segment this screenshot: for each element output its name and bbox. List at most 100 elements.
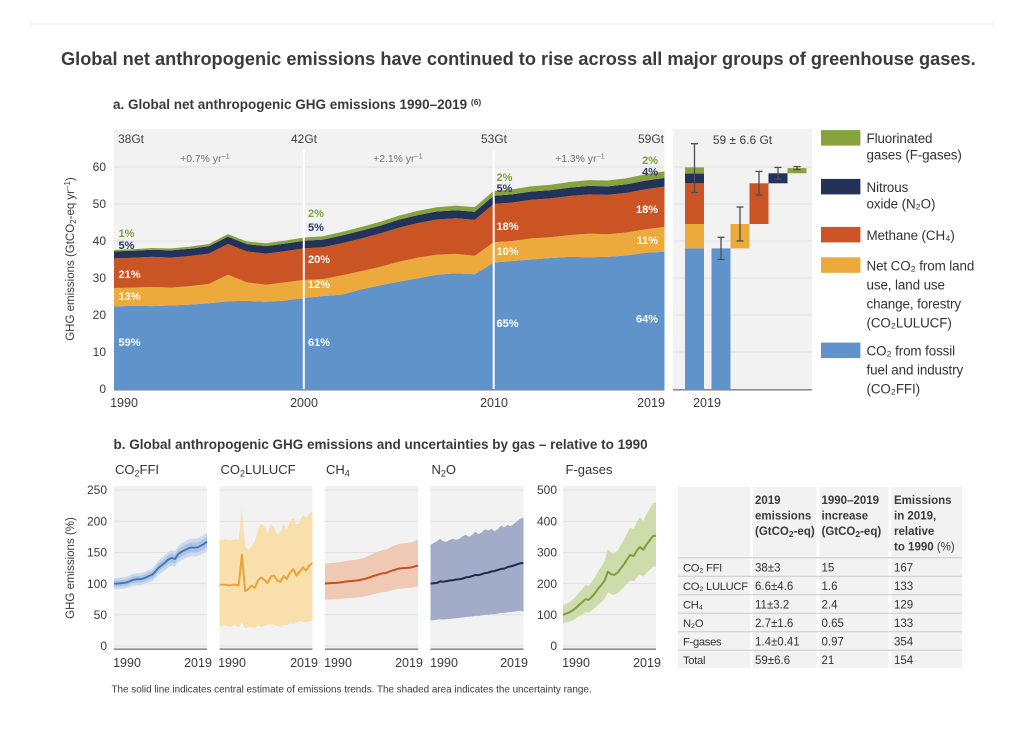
svg-text:2000: 2000: [290, 396, 318, 410]
svg-text:400: 400: [537, 514, 557, 528]
svg-text:2019: 2019: [290, 656, 318, 670]
svg-text:N2O: N2O: [432, 462, 457, 479]
svg-text:2.4: 2.4: [822, 600, 839, 612]
svg-text:18%: 18%: [497, 221, 519, 233]
svg-text:(GtCO2-eq): (GtCO2-eq): [755, 526, 815, 539]
svg-text:5%: 5%: [497, 183, 513, 195]
svg-text:0: 0: [99, 382, 106, 396]
svg-text:change, forestry: change, forestry: [867, 296, 962, 311]
svg-text:2019: 2019: [633, 656, 661, 670]
svg-text:0: 0: [550, 639, 557, 653]
svg-text:CH4: CH4: [326, 462, 350, 479]
svg-text:emissions: emissions: [755, 511, 811, 523]
svg-text:CO2LULUCF: CO2LULUCF: [221, 462, 296, 479]
svg-text:GHG emissions (GtCO2-eq yr–1): GHG emissions (GtCO2-eq yr–1): [63, 177, 78, 341]
svg-text:GHG emissions (%): GHG emissions (%): [65, 517, 77, 619]
svg-text:1990: 1990: [324, 656, 352, 670]
svg-text:in 2019,: in 2019,: [894, 511, 936, 523]
svg-text:133: 133: [894, 581, 913, 593]
svg-text:50: 50: [93, 197, 107, 211]
svg-text:5%: 5%: [308, 222, 324, 234]
svg-text:fuel and industry: fuel and industry: [867, 363, 964, 378]
svg-text:1990: 1990: [218, 656, 246, 670]
svg-text:15: 15: [822, 563, 835, 575]
svg-text:6.6±4.6: 6.6±4.6: [755, 581, 793, 593]
svg-text:+1.3% yr–1: +1.3% yr–1: [555, 152, 605, 166]
svg-text:+2.1% yr–1: +2.1% yr–1: [373, 152, 423, 166]
svg-text:21%: 21%: [119, 269, 141, 281]
svg-text:2010: 2010: [480, 396, 508, 410]
svg-text:40: 40: [93, 234, 107, 248]
svg-text:N₂O: N₂O: [683, 618, 704, 630]
svg-text:use, land use: use, land use: [867, 277, 945, 292]
svg-text:(GtCO2-eq): (GtCO2-eq): [822, 526, 882, 539]
svg-text:53Gt: 53Gt: [481, 132, 508, 146]
svg-text:250: 250: [87, 483, 107, 497]
svg-text:2019: 2019: [500, 656, 528, 670]
svg-text:12%: 12%: [308, 279, 330, 291]
svg-text:F-gases: F-gases: [566, 462, 613, 477]
svg-text:50: 50: [94, 608, 108, 622]
svg-text:relative: relative: [894, 526, 934, 538]
svg-text:to 1990 (%): to 1990 (%): [894, 542, 955, 554]
svg-text:CO₂ LULUCF: CO₂ LULUCF: [683, 581, 748, 593]
svg-text:150: 150: [87, 546, 107, 560]
svg-text:200: 200: [87, 514, 107, 528]
svg-text:100: 100: [537, 608, 557, 622]
svg-text:5%: 5%: [119, 240, 135, 252]
svg-text:2%: 2%: [497, 172, 513, 184]
svg-text:(CO₂LULUCF): (CO₂LULUCF): [867, 315, 952, 330]
svg-text:2019: 2019: [395, 656, 423, 670]
svg-text:10: 10: [93, 345, 107, 359]
svg-text:Emissions: Emissions: [894, 495, 952, 507]
svg-text:Global net anthropogenic emiss: Global net anthropogenic emissions have …: [61, 49, 976, 69]
svg-text:0.97: 0.97: [822, 637, 844, 649]
svg-text:2019: 2019: [637, 396, 665, 410]
svg-text:4%: 4%: [642, 167, 658, 179]
svg-text:oxide (N₂O): oxide (N₂O): [867, 196, 936, 211]
svg-text:+0.7% yr–1: +0.7% yr–1: [180, 152, 230, 166]
svg-text:65%: 65%: [497, 318, 519, 330]
svg-text:60: 60: [93, 160, 107, 174]
svg-text:354: 354: [894, 637, 914, 649]
svg-text:59Gt: 59Gt: [638, 132, 665, 146]
svg-text:The solid line indicates centr: The solid line indicates central estimat…: [112, 685, 592, 696]
svg-text:13%: 13%: [119, 291, 141, 303]
svg-text:gases (F-gases): gases (F-gases): [867, 148, 962, 163]
svg-text:500: 500: [537, 483, 557, 497]
svg-text:20%: 20%: [308, 254, 330, 266]
svg-text:11%: 11%: [637, 235, 659, 247]
svg-text:1990: 1990: [110, 396, 138, 410]
svg-text:1%: 1%: [119, 228, 135, 240]
svg-text:1990: 1990: [562, 656, 590, 670]
svg-text:20: 20: [93, 308, 107, 322]
svg-text:CO₂ from fossil: CO₂ from fossil: [867, 344, 956, 359]
svg-text:CO₂ FFI: CO₂ FFI: [683, 563, 722, 575]
svg-text:0: 0: [100, 639, 107, 653]
svg-text:Nitrous: Nitrous: [867, 180, 909, 195]
svg-text:64%: 64%: [636, 314, 658, 326]
svg-text:Fluorinated: Fluorinated: [867, 131, 933, 146]
svg-text:2019: 2019: [755, 495, 781, 507]
svg-text:30: 30: [93, 271, 107, 285]
svg-text:10%: 10%: [497, 246, 519, 258]
svg-text:Total: Total: [683, 655, 705, 667]
svg-text:2.7±1.6: 2.7±1.6: [755, 618, 793, 630]
svg-text:0.65: 0.65: [822, 618, 844, 630]
svg-text:increase: increase: [822, 511, 869, 523]
svg-text:11±3.2: 11±3.2: [755, 600, 789, 612]
svg-text:59 ± 6.6 Gt: 59 ± 6.6 Gt: [713, 133, 773, 147]
svg-text:1.6: 1.6: [822, 581, 838, 593]
svg-text:2%: 2%: [308, 208, 324, 220]
svg-text:1.4±0.41: 1.4±0.41: [755, 637, 800, 649]
svg-text:200: 200: [537, 577, 557, 591]
svg-text:18%: 18%: [636, 204, 658, 216]
svg-text:2019: 2019: [184, 656, 212, 670]
svg-text:F-gases: F-gases: [683, 637, 722, 649]
svg-text:38±3: 38±3: [755, 563, 781, 575]
svg-text:Methane (CH₄): Methane (CH₄): [867, 228, 955, 243]
svg-text:1990: 1990: [113, 656, 141, 670]
svg-text:133: 133: [894, 618, 913, 630]
svg-text:1990: 1990: [430, 656, 458, 670]
svg-text:2019: 2019: [693, 396, 721, 410]
